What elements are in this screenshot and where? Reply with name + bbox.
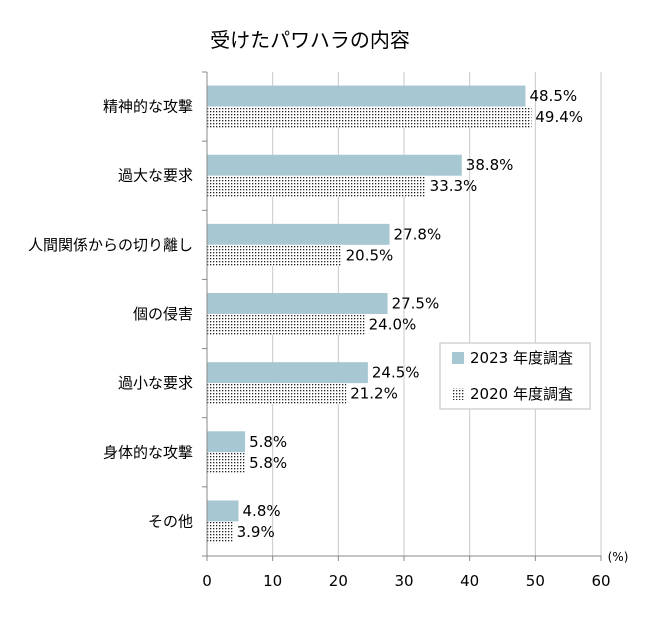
x-tick-label: 30	[394, 572, 413, 590]
data-label: 4.8%	[243, 502, 281, 520]
data-label: 24.0%	[369, 316, 417, 334]
data-label: 3.9%	[237, 523, 275, 541]
x-tick-label: 50	[526, 572, 545, 590]
data-label: 5.8%	[249, 454, 287, 472]
data-label: 20.5%	[346, 246, 394, 264]
bar-2020	[207, 175, 426, 197]
legend: 2023 年度調査 2020 年度調査	[439, 342, 591, 410]
bar-2020	[207, 452, 246, 474]
category-label: 人間関係からの切り離し	[28, 236, 193, 254]
category-label: 過大な要求	[118, 167, 193, 185]
data-label: 27.8%	[394, 225, 442, 243]
bar-2023	[207, 362, 368, 384]
legend-swatch-2020	[452, 388, 464, 400]
category-label: その他	[148, 512, 193, 530]
category-label: 個の侵害	[133, 305, 193, 323]
legend-label-2020: 2020 年度調査	[470, 385, 573, 403]
x-unit-label: (%)	[608, 550, 629, 564]
x-tick-label: 0	[202, 572, 212, 590]
bar-2023	[207, 223, 390, 245]
bar-2020	[207, 383, 347, 405]
bar-2023	[207, 293, 388, 314]
legend-box	[439, 342, 591, 410]
x-tick-label: 40	[460, 572, 479, 590]
bar-2023	[207, 500, 239, 522]
data-label: 33.3%	[430, 177, 478, 195]
data-label: 5.8%	[249, 433, 287, 451]
category-label: 過小な要求	[118, 374, 193, 392]
data-label: 21.2%	[350, 385, 398, 403]
category-label: 精神的な攻撃	[103, 98, 193, 116]
chart-title: 受けたパワハラの内容	[210, 28, 410, 52]
bar-2020	[207, 521, 233, 543]
bar-2023	[207, 154, 462, 176]
bar-2020	[207, 244, 342, 266]
bar-2023	[207, 431, 246, 453]
bar-2020	[207, 314, 365, 335]
x-tick-label: 60	[591, 572, 610, 590]
data-label: 38.8%	[466, 156, 514, 174]
legend-swatch-2023	[452, 352, 464, 364]
x-tick-label: 20	[329, 572, 348, 590]
x-tick-label: 10	[263, 572, 282, 590]
category-label: 身体的な攻撃	[103, 443, 193, 461]
legend-label-2023: 2023 年度調査	[470, 349, 573, 367]
data-label: 49.4%	[535, 108, 583, 126]
bar-2023	[207, 85, 526, 107]
data-label: 27.5%	[392, 295, 440, 313]
data-label: 24.5%	[372, 364, 420, 382]
data-label: 48.5%	[529, 87, 577, 105]
bar-2020	[207, 106, 532, 128]
